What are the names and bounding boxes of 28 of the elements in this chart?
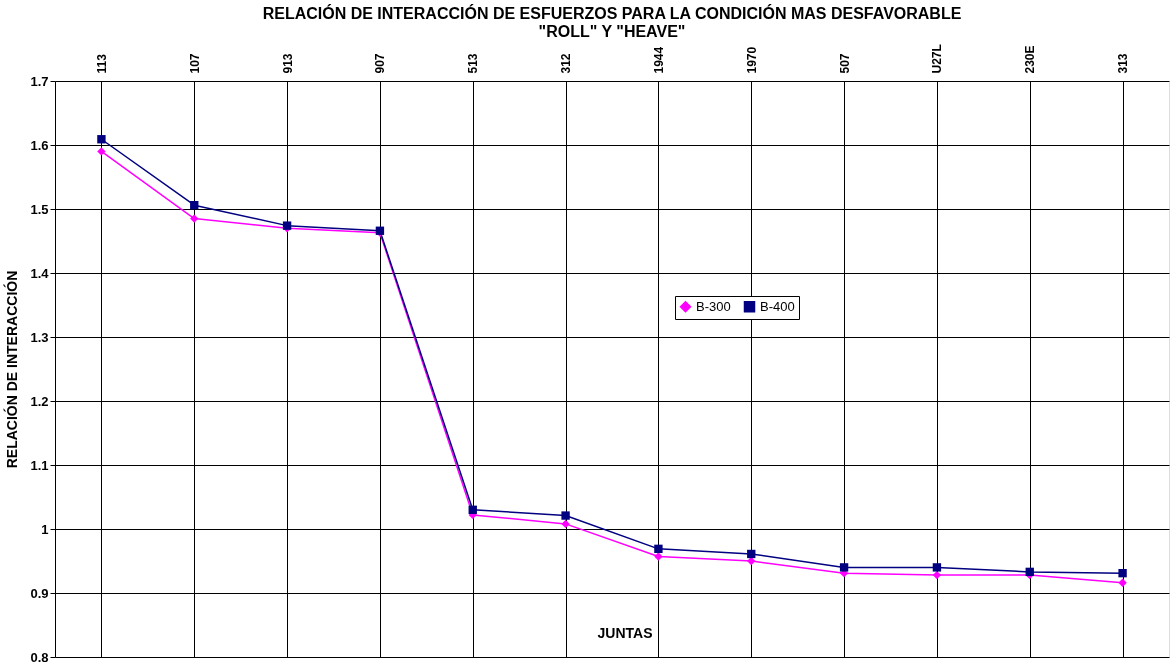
x-tick-label: 313 [1116,53,1131,74]
x-tick-label: 107 [187,53,202,74]
y-tick-label: 0.9 [30,585,49,601]
x-tick-label: U27L [930,44,945,74]
x-tick-label: 1944 [651,46,666,74]
x-axis-title: JUNTAS [597,625,653,641]
text: RELACIÓN DE INTERACCIÓN DE ESFUERZOS PARA LA CONDICIÓN MAS DESFAVORABLE [262,4,962,22]
x-tick-label: 907 [373,53,388,74]
y-axis-title: RELACIÓN DE INTERACCIÓN [3,270,21,469]
y-tick-label: 1.1 [30,457,49,473]
y-tick-label: 1.3 [30,329,49,345]
x-tick-label: 913 [280,53,295,74]
x-tick-label: 1970 [744,46,759,74]
legend-label: B-300 [696,298,731,314]
y-tick-label: 0.8 [30,649,49,665]
x-tick-label: 513 [466,53,481,74]
y-tick-label: 1.4 [30,265,50,281]
text: "ROLL" Y "HEAVE" [538,22,686,40]
x-tick-label: 113 [94,53,109,74]
y-tick-label: 1.2 [30,393,49,409]
y-tick-label: 1.6 [30,137,49,153]
x-tick-label: 507 [837,53,852,74]
x-tick-label: 312 [559,53,574,74]
y-tick-label: 1 [41,521,49,537]
legend-label: B-400 [760,298,795,314]
y-tick-label: 1.7 [30,73,49,89]
y-tick-label: 1.5 [30,201,49,217]
x-tick-label: 230E [1023,45,1038,74]
